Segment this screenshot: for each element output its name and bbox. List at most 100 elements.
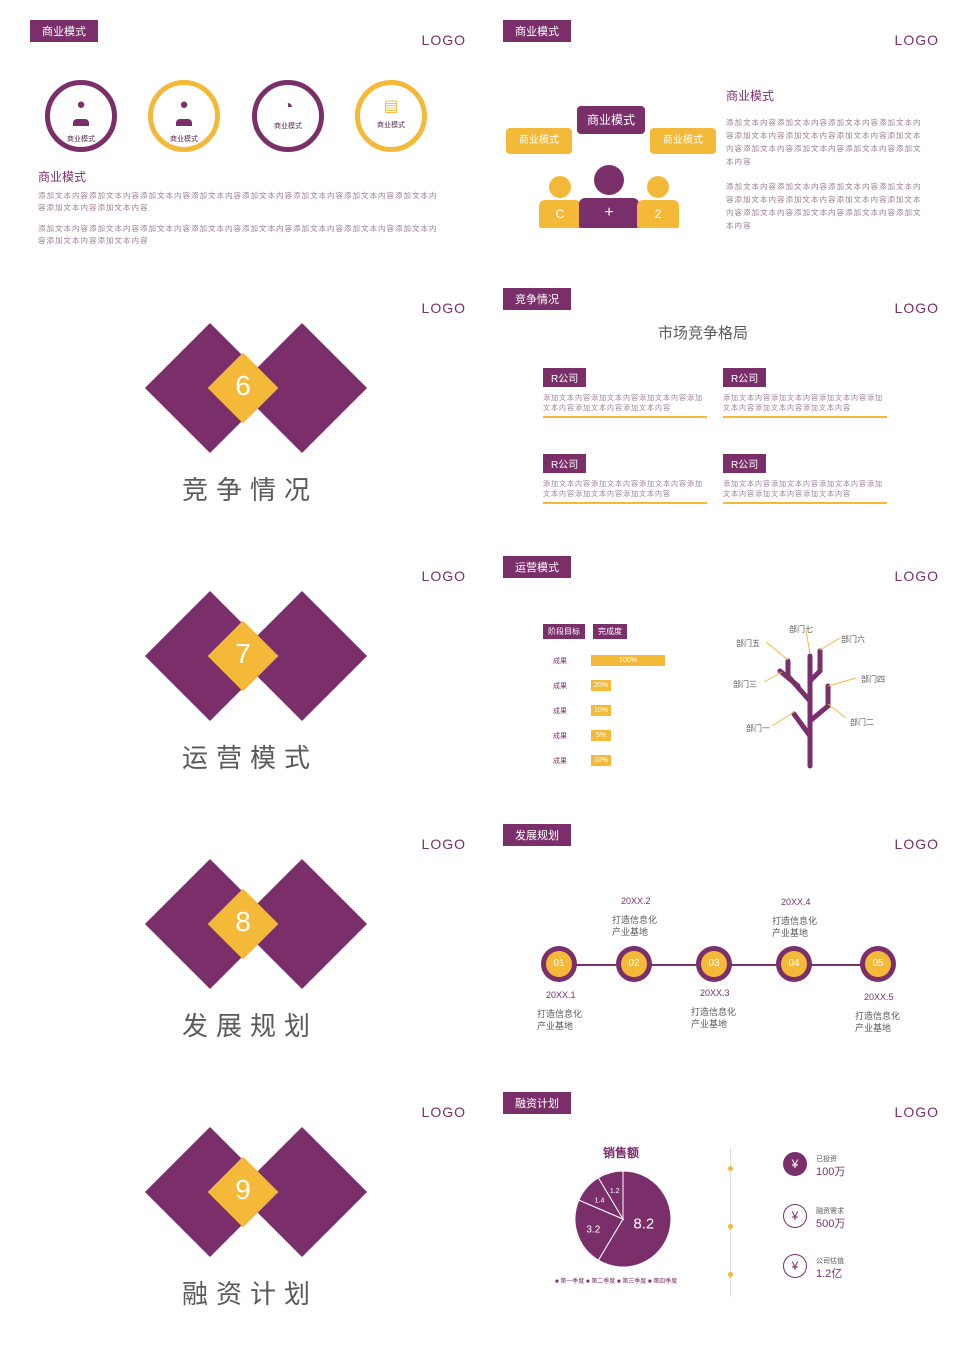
circle-item-4: ▤ 商业模式 <box>355 80 427 152</box>
timeline-text-line1: 打造信息化 <box>612 915 658 925</box>
body-text-2: 添加文本内容添加文本内容添加文本内容添加文本内容添加文本内容添加文本内容添加文本… <box>38 224 438 245</box>
person-body-right: 2 <box>637 200 679 228</box>
timeline-number: 01 <box>546 951 572 977</box>
logo: LOGO <box>894 32 939 48</box>
money-bag-icon: ¥ <box>783 1152 807 1176</box>
pie-data-label: 1.4 <box>595 1197 605 1204</box>
chart-title: 销售额 <box>603 1146 640 1160</box>
slide-development-plan: 发展规划 LOGO 01 02 03 04 05 20XX.1 打造信息化 产业基… <box>503 824 943 1074</box>
company-tag: R公司 <box>543 368 587 387</box>
pie-slice <box>597 1170 672 1268</box>
speech-bubble-center: 商业模式 <box>577 106 645 134</box>
dept-label-2: 部门二 <box>850 718 874 727</box>
person-head-left <box>549 176 571 198</box>
company-tag: R公司 <box>723 368 767 387</box>
logo: LOGO <box>894 836 939 852</box>
callout-line <box>827 677 857 687</box>
person-body-left: C <box>539 200 581 228</box>
legend-label: 第二季度 <box>591 1279 616 1285</box>
progress-bar: 5% <box>591 730 611 741</box>
timeline-date: 20XX.1 <box>546 990 576 1000</box>
divider-dot <box>728 1272 733 1277</box>
funding-label: 公司估值 <box>816 1258 844 1265</box>
progress-bar: 10% <box>591 755 611 766</box>
dept-label-1: 部门一 <box>746 724 770 733</box>
tree-branch <box>807 683 831 724</box>
legend-item: ■ 第四季度 <box>647 1279 678 1285</box>
clock-icon: ◔ <box>282 96 294 116</box>
timeline-dot-4: 04 <box>776 946 812 982</box>
body-text-2: 添加文本内容添加文本内容添加文本内容添加文本内容添加文本内容添加文本内容添加文本… <box>726 182 922 230</box>
company-text: 添加文本内容添加文本内容添加文本内容添加文本内容添加文本内容添加文本内容 <box>543 480 703 498</box>
section-number: 7 <box>235 638 251 669</box>
tree-branch <box>777 668 801 689</box>
section-number: 8 <box>235 906 251 937</box>
funding-value: 1.2亿 <box>816 1268 843 1280</box>
timeline-text: 打造信息化 产业基地 <box>772 915 817 939</box>
section-heading: 商业模式 <box>38 170 87 184</box>
section-number: 9 <box>235 1174 251 1205</box>
timeline-text-line2: 产业基地 <box>612 927 649 937</box>
department-tree <box>763 629 857 769</box>
section-title: 融资计划 <box>181 1279 318 1309</box>
dept-label-3: 部门三 <box>733 680 757 689</box>
funding-label: 融资需求 <box>816 1208 844 1215</box>
progress-bar: 100% <box>591 655 665 666</box>
speech-bubble-right: 商业模式 <box>650 128 716 154</box>
pie-slice <box>574 1199 624 1261</box>
tree-branch <box>791 711 813 739</box>
section-slide-6: LOGO 6 竞争情况 <box>30 288 470 538</box>
circle-label: 商业模式 <box>170 136 198 143</box>
section-slide-7: LOGO 7 运营模式 <box>30 556 470 806</box>
callout-line <box>765 641 789 661</box>
timeline-text: 打造信息化 产业基地 <box>537 1008 582 1032</box>
yen-circle-icon: ¥ <box>783 1254 807 1278</box>
funding-value: 500万 <box>816 1218 846 1230</box>
slide-financing-plan: 融资计划 LOGO 销售额 8.2 3.2 1.4 1.2 ■ 第一季度 ■ 第二季度… <box>503 1092 943 1342</box>
slide-business-model-2: 商业模式 LOGO 商业模式 商业模式 商业模式 C + 2 商业模式 添加文本… <box>503 20 943 270</box>
timeline-text-line2: 产业基地 <box>537 1021 574 1031</box>
timeline-text: 打造信息化 产业基地 <box>691 1006 736 1030</box>
dept-label-4: 部门四 <box>861 675 885 684</box>
timeline-number: 05 <box>865 951 891 977</box>
timeline-number: 02 <box>621 951 647 977</box>
timeline-dot-2: 02 <box>616 946 652 982</box>
timeline-number: 03 <box>701 951 727 977</box>
callout-line <box>805 629 811 655</box>
dept-label-5: 部门五 <box>736 639 760 648</box>
company-tag: R公司 <box>723 454 767 473</box>
logo: LOGO <box>421 300 466 316</box>
body-text-1: 添加文本内容添加文本内容添加文本内容添加文本内容添加文本内容添加文本内容添加文本… <box>38 191 438 212</box>
body-text-1: 添加文本内容添加文本内容添加文本内容添加文本内容添加文本内容添加文本内容添加文本… <box>726 118 922 166</box>
company-underline <box>543 502 707 504</box>
vertical-divider <box>730 1147 731 1297</box>
callout-line <box>771 711 795 727</box>
circle-item-2: ● 商业模式 <box>148 80 220 152</box>
legend-item: ■ 第三季度 <box>616 1279 647 1285</box>
bar-label: 成果 <box>553 758 567 765</box>
slide-tag: 融资计划 <box>503 1092 571 1114</box>
dept-label-7: 部门七 <box>789 625 813 634</box>
timeline-text-line1: 打造信息化 <box>691 1007 737 1017</box>
section-slide-9: LOGO 9 融资计划 <box>30 1092 470 1342</box>
company-underline <box>543 416 707 418</box>
timeline-dot-1: 01 <box>541 946 577 982</box>
timeline-dot-3: 03 <box>696 946 732 982</box>
logo: LOGO <box>894 568 939 584</box>
divider-dot <box>728 1166 733 1171</box>
legend-item: ■ 第一季度 <box>555 1279 585 1285</box>
callout-line <box>763 671 783 683</box>
timeline-text-line1: 打造信息化 <box>537 1009 583 1019</box>
circle-label: 商业模式 <box>377 122 405 129</box>
company-card-4: R公司 添加文本内容添加文本内容添加文本内容添加文本内容添加文本内容添加文本内容 <box>723 454 887 504</box>
header-goal: 阶段目标 <box>543 624 585 639</box>
slide-tag: 商业模式 <box>30 20 98 42</box>
divider-dot <box>728 1224 733 1229</box>
logo: LOGO <box>421 1104 466 1120</box>
speech-bubble-left: 商业模式 <box>506 128 572 154</box>
person-icon: ● <box>153 96 215 130</box>
timeline-text-line1: 打造信息化 <box>772 916 818 926</box>
progress-bar: 20% <box>591 680 611 691</box>
section-title: 发展规划 <box>181 1011 318 1041</box>
timeline-text: 打造信息化 产业基地 <box>612 914 657 938</box>
